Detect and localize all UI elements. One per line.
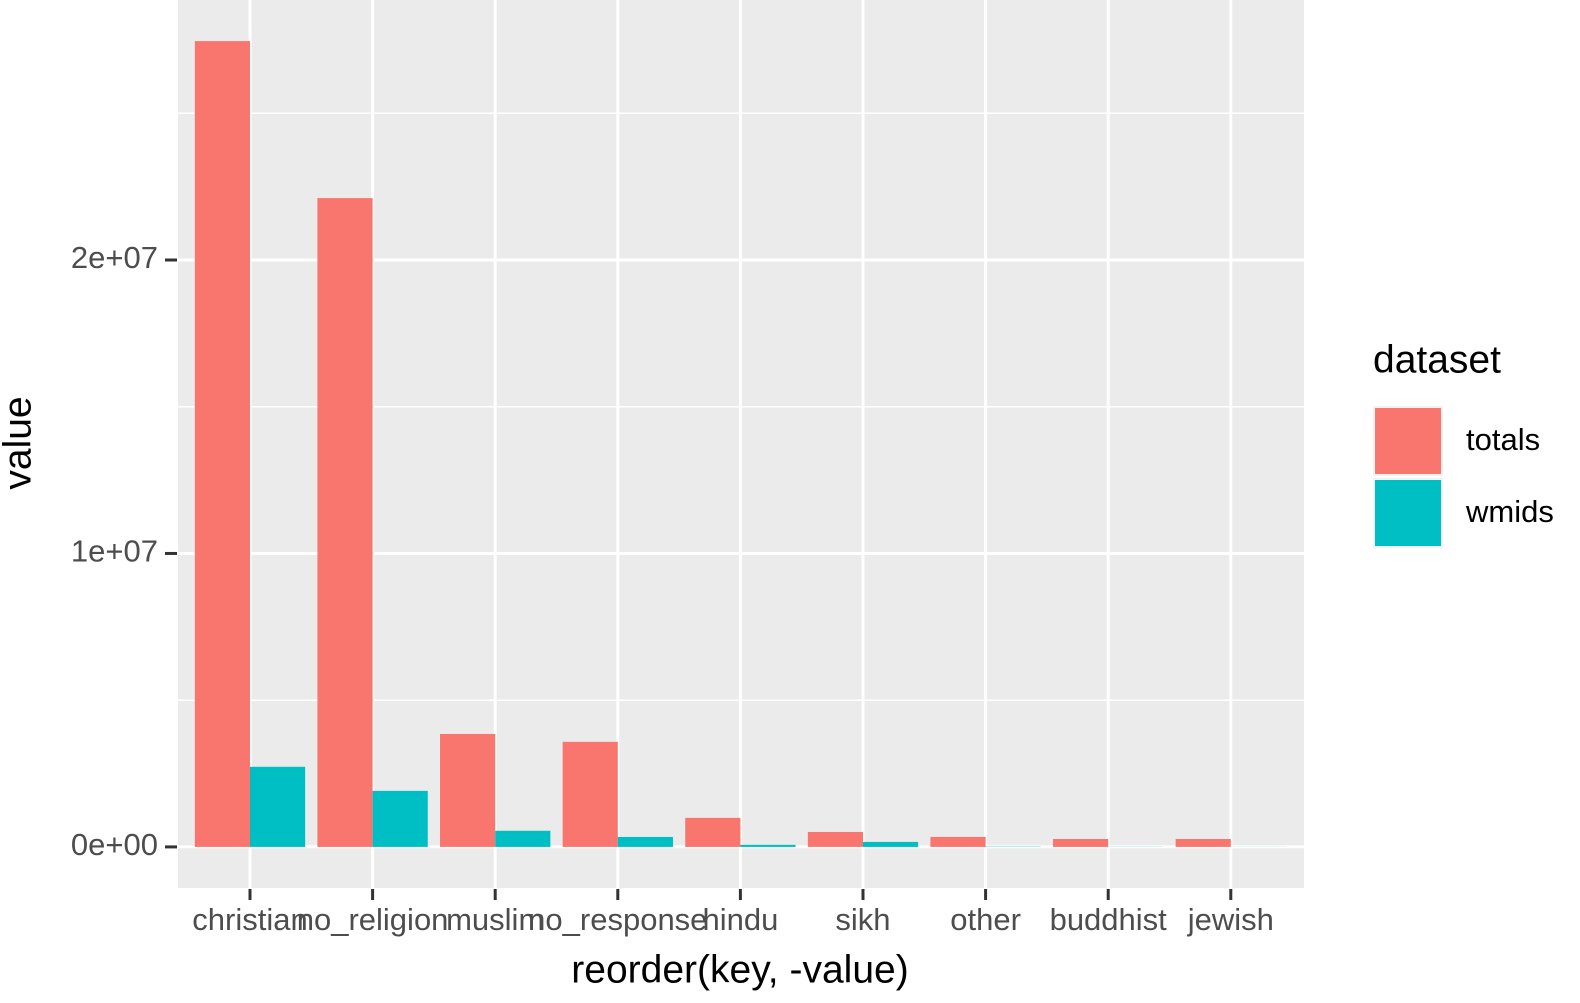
bar bbox=[250, 766, 306, 847]
bar bbox=[807, 831, 863, 847]
x-axis-title: reorder(key, -value) bbox=[571, 948, 908, 991]
bar bbox=[863, 841, 919, 847]
bar bbox=[495, 830, 551, 847]
bar bbox=[440, 733, 496, 847]
bar bbox=[617, 836, 673, 847]
bar bbox=[1053, 838, 1109, 847]
legend-title: dataset bbox=[1373, 338, 1501, 381]
legend-swatch bbox=[1375, 408, 1441, 474]
x-tick-label: hindu bbox=[702, 902, 778, 937]
legend-label: totals bbox=[1466, 422, 1540, 457]
y-tick-label: 0e+00 bbox=[71, 827, 158, 862]
legend-swatch bbox=[1375, 480, 1441, 546]
x-tick-label: jewish bbox=[1187, 902, 1274, 937]
x-tick-label: christian bbox=[192, 902, 307, 937]
x-tick-label: no_religion bbox=[297, 902, 449, 937]
x-tick-label: other bbox=[950, 902, 1021, 937]
y-axis-title: value bbox=[0, 396, 39, 489]
x-tick-label: muslim bbox=[446, 902, 544, 937]
bar bbox=[685, 817, 741, 847]
bar bbox=[194, 41, 250, 847]
x-tick-label: no_response bbox=[528, 902, 707, 937]
bar bbox=[317, 198, 373, 847]
bar bbox=[372, 790, 428, 847]
bar bbox=[930, 836, 986, 847]
bar bbox=[1175, 838, 1231, 847]
legend-label: wmids bbox=[1465, 494, 1554, 529]
x-tick-label: sikh bbox=[835, 902, 890, 937]
y-tick-label: 2e+07 bbox=[71, 240, 158, 275]
bar bbox=[740, 844, 796, 847]
x-tick-label: buddhist bbox=[1050, 902, 1168, 937]
y-tick-label: 1e+07 bbox=[71, 534, 158, 569]
bar bbox=[562, 741, 618, 847]
